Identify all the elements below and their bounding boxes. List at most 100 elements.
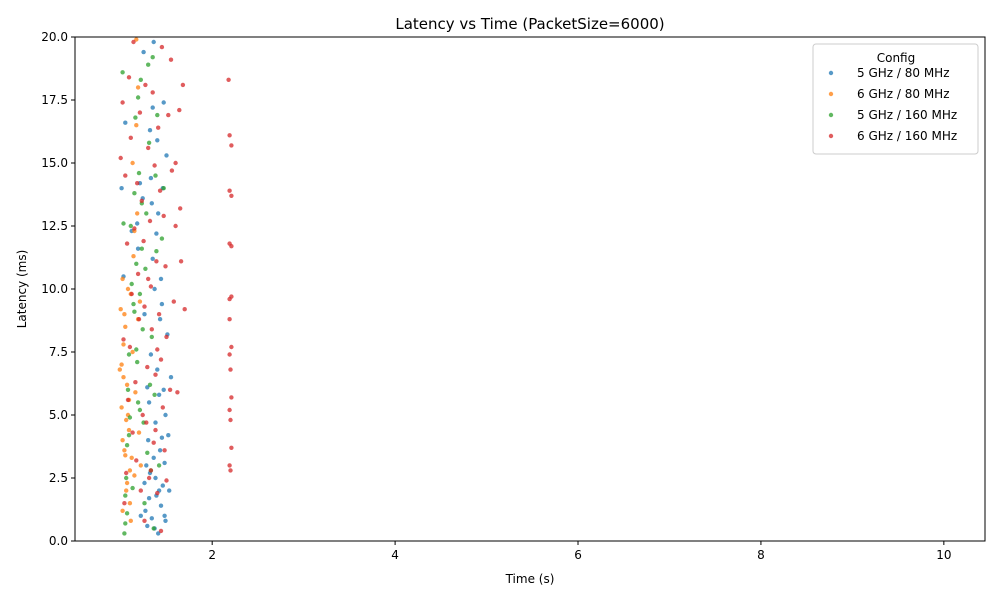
data-point [135,181,140,186]
data-point [151,526,156,531]
data-point [146,145,151,151]
series-2 [120,55,166,536]
data-point [134,261,139,266]
data-point [150,90,155,95]
series-0 [119,39,174,536]
data-point [122,312,127,317]
data-point [130,160,135,166]
data-point [135,271,141,277]
data-point [154,231,159,236]
data-point [128,518,133,523]
data-point [141,238,146,244]
data-point [134,37,139,42]
data-point [118,155,123,161]
data-point [136,430,142,435]
legend-marker [828,112,834,118]
data-point [126,75,132,80]
data-point [143,508,148,513]
data-point [163,518,168,523]
data-point [177,107,182,113]
data-point [127,415,133,420]
data-point [182,307,187,312]
data-point [123,120,128,125]
data-point [153,475,158,481]
data-point [127,344,133,350]
data-point [156,125,161,130]
x-tick-label: 10 [936,548,951,562]
data-point [137,407,143,413]
legend-title: Config [877,51,916,65]
data-point [158,503,164,508]
y-tick-label: 0.0 [49,534,68,548]
data-point [146,140,152,145]
data-point [229,445,234,450]
data-point [131,39,136,45]
data-point [132,473,137,478]
data-point [162,513,167,518]
data-point [123,521,128,526]
legend-label: 6 GHz / 80 MHz [857,87,950,101]
data-point [121,337,126,342]
data-point [161,213,166,219]
data-point [160,405,165,410]
data-point [121,375,126,380]
data-point [128,135,133,140]
data-point [162,448,167,453]
data-point [227,463,232,468]
data-point [142,304,147,309]
data-point [137,291,143,297]
data-point [167,387,173,392]
data-point [150,105,155,110]
data-point [126,433,132,438]
data-point [151,455,156,460]
data-point [137,299,143,304]
data-point [153,173,158,178]
y-tick-label: 15.0 [41,156,68,170]
x-tick-label: 8 [757,548,765,562]
data-point [155,367,160,372]
data-point [228,468,233,473]
data-point [127,501,133,506]
data-point [227,133,232,138]
data-point [173,160,178,166]
data-point [149,201,154,206]
data-point [131,254,136,259]
data-point [161,186,166,191]
y-tick-label: 20.0 [41,30,68,44]
data-point [146,475,152,481]
data-point [229,294,234,299]
data-point [138,513,143,518]
data-point [123,324,128,329]
series-1 [117,37,143,523]
data-point [129,455,134,460]
data-point [125,286,131,292]
y-tick-label: 2.5 [49,471,68,485]
data-point [122,448,127,453]
data-point [130,349,135,355]
data-point [168,57,174,62]
data-point [149,327,154,332]
data-point [146,276,151,282]
data-point [117,367,123,372]
data-point [180,82,186,88]
data-point [145,364,150,370]
data-point [128,223,133,229]
data-point [160,483,165,488]
data-point [153,427,158,433]
points-layer [117,37,234,536]
data-point [133,380,138,385]
data-point [148,352,154,357]
data-point [148,175,154,181]
data-point [132,226,137,231]
data-point [166,433,171,438]
x-axis-label: Time (s) [505,572,555,586]
data-point [129,291,134,297]
data-point [121,221,126,226]
legend-marker [828,133,834,139]
series-3 [118,39,234,534]
data-point [139,198,144,203]
data-point [120,276,125,282]
data-point [122,531,127,536]
data-point [147,218,153,224]
data-point [157,317,163,322]
